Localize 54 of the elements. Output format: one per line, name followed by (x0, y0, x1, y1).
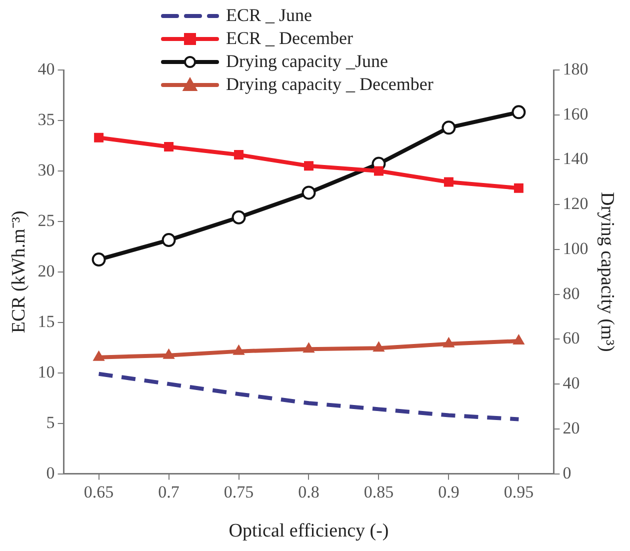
y-tick-label: 35 (38, 110, 55, 129)
y2-tick-label: 0 (562, 463, 572, 482)
y2-tick-label: 80 (562, 284, 580, 303)
point (94, 132, 104, 142)
point (93, 350, 104, 361)
point (442, 120, 456, 135)
y-tick-label: 0 (46, 463, 55, 482)
point (444, 177, 454, 187)
y2-tick-label: 180 (562, 59, 588, 78)
point (162, 233, 176, 248)
y2-tick-label: 40 (562, 374, 580, 393)
y2-axis-title: Drying capacity (m³) (596, 192, 618, 352)
point (304, 161, 314, 171)
x-tick-label: 0.7 (158, 482, 180, 502)
y2-tick-label: 160 (562, 104, 588, 124)
legend-label: ECR _ June (226, 5, 312, 26)
point (302, 186, 316, 200)
y2-tick-label: 60 (562, 328, 580, 348)
y-axis-title: ECR (kWh.m⁻³) (8, 210, 30, 334)
y2-tick-label: 140 (562, 149, 588, 168)
point (232, 210, 246, 224)
point (234, 150, 244, 160)
x-tick-label: 0.95 (504, 482, 534, 502)
x-tick-label: 0.65 (84, 482, 114, 502)
x-tick-label: 0.8 (298, 482, 320, 502)
y-tick-label: 40 (38, 59, 55, 78)
y-tick-label: 10 (38, 362, 55, 382)
y-tick-label: 5 (46, 412, 55, 432)
y2-tick-label: 20 (562, 418, 580, 438)
point (233, 344, 244, 355)
y-tick-label: 25 (38, 210, 55, 230)
point (513, 334, 524, 344)
point (374, 166, 384, 176)
x-tick-label: 0.85 (364, 482, 394, 502)
point (164, 142, 174, 152)
y-tick-label: 15 (38, 312, 55, 331)
y-tick-label: 30 (38, 160, 55, 180)
legend-label: ECR _ December (226, 28, 353, 49)
point (512, 105, 526, 120)
y2-tick-label: 120 (562, 194, 588, 214)
point (443, 337, 454, 348)
x-tick-label: 0.75 (224, 482, 254, 502)
point (303, 342, 314, 353)
x-tick-label: 0.9 (438, 482, 460, 502)
legend-label: Drying capacity _June (226, 51, 388, 72)
point (163, 348, 174, 359)
y2-tick-label: 100 (562, 238, 588, 258)
point (92, 252, 106, 267)
point (373, 342, 384, 352)
x-axis-title: Optical efficiency (-) (228, 520, 389, 542)
y-tick-label: 20 (38, 261, 55, 280)
legend-label: Drying capacity _ December (226, 74, 434, 95)
point (514, 183, 524, 193)
line-series (96, 372, 521, 422)
